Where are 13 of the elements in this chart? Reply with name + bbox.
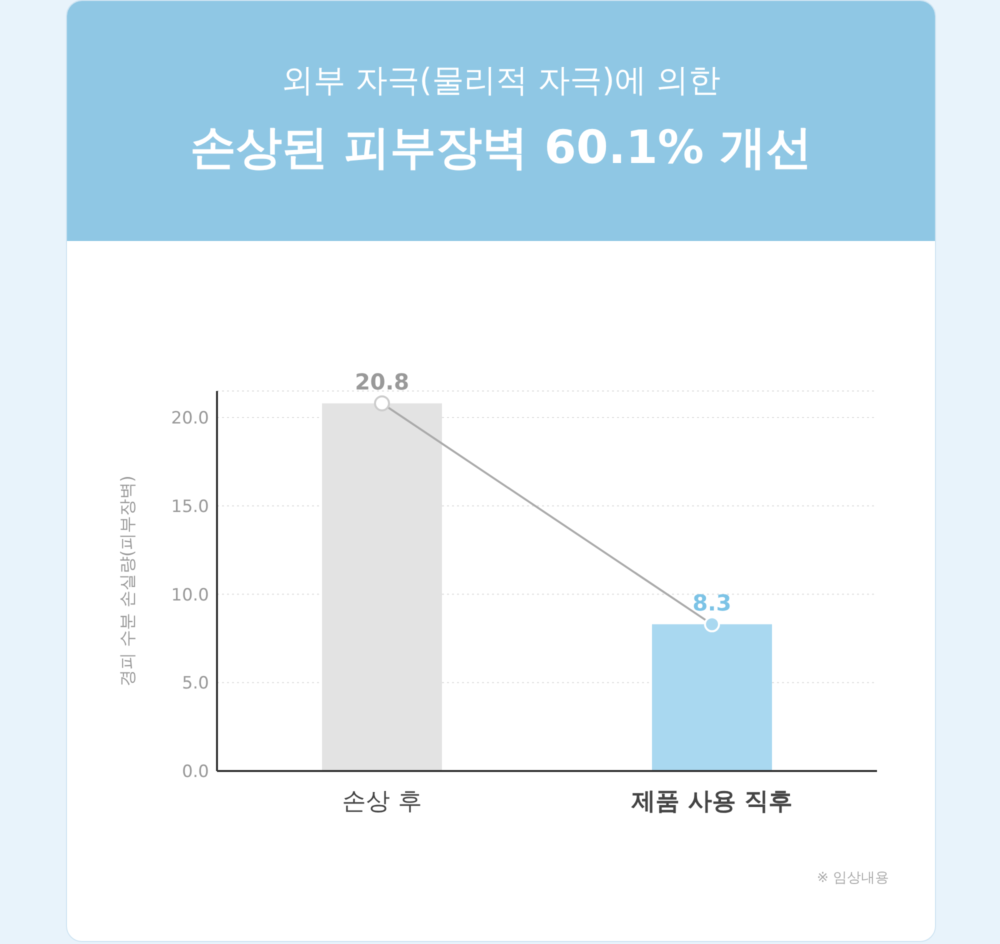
y-tick-label: 20.0 <box>171 408 209 429</box>
y-tick-label: 15.0 <box>171 496 209 517</box>
x-tick-label: 손상 후 <box>342 787 422 815</box>
y-tick-label: 0.0 <box>182 762 209 782</box>
data-label: 20.8 <box>354 370 410 396</box>
data-label: 8.3 <box>692 591 732 616</box>
x-tick-label: 제품 사용 직후 <box>630 787 792 815</box>
y-axis-title: 경피 수분 손실량(피부장벽) <box>118 475 138 687</box>
y-tick-label: 5.0 <box>182 674 209 694</box>
text: ※ 임상내용 <box>816 869 889 887</box>
chart-subtitle: 손상된 피부장벽 60.1% 개선 <box>189 119 813 176</box>
chart-title: 외부 자극(물리적 자극)에 의한 <box>280 60 722 101</box>
y-tick-label: 10.0 <box>171 585 209 606</box>
